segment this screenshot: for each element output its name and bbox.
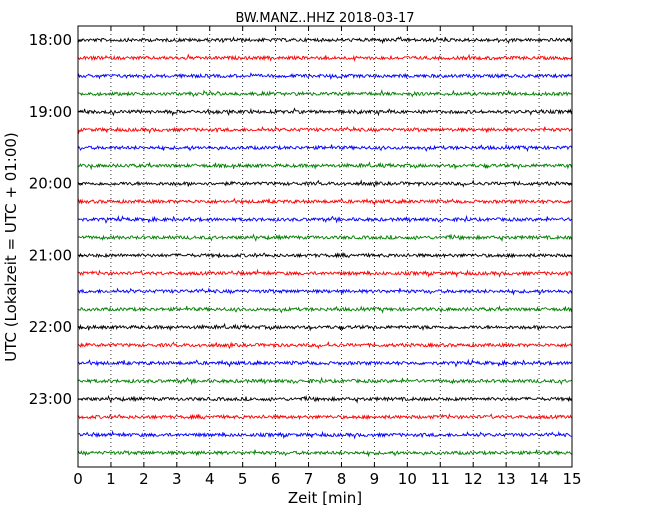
x-tick-label-1: 1 — [106, 470, 116, 488]
x-tick-label-14: 14 — [530, 470, 549, 488]
trace-1945 — [77, 161, 573, 171]
x-axis-label: Zeit [min] — [288, 489, 362, 507]
x-tick-label-5: 5 — [238, 470, 248, 488]
trace-2300 — [77, 394, 573, 404]
chart-title: BW.MANZ..HHZ 2018-03-17 — [235, 11, 415, 26]
trace-2030 — [77, 214, 573, 224]
x-tick-label-10: 10 — [398, 470, 417, 488]
trace-2345 — [77, 449, 573, 458]
trace-2115 — [77, 268, 573, 278]
trace-2100 — [77, 252, 573, 259]
x-axis-ticks: 0 1 2 3 4 5 6 7 8 9 10 11 12 13 14 15 — [73, 26, 582, 488]
y-tick-label-20:00: 20:00 — [29, 175, 72, 193]
trace-2000 — [77, 179, 573, 188]
trace-2315 — [77, 412, 573, 421]
trace-2130 — [77, 287, 573, 296]
trace-2215 — [77, 340, 573, 350]
trace-1815 — [77, 53, 573, 62]
x-tick-label-13: 13 — [497, 470, 516, 488]
x-tick-label-11: 11 — [431, 470, 450, 488]
x-tick-label-7: 7 — [304, 470, 314, 488]
x-tick-label-12: 12 — [464, 470, 483, 488]
trace-2230 — [77, 358, 573, 368]
y-tick-label-18:00: 18:00 — [29, 31, 72, 49]
trace-1915 — [77, 125, 573, 135]
x-tick-label-0: 0 — [73, 470, 83, 488]
trace-2045 — [77, 233, 573, 243]
trace-2145 — [77, 305, 573, 314]
x-tick-label-4: 4 — [205, 470, 215, 488]
x-tick-label-15: 15 — [562, 470, 581, 488]
trace-2015 — [77, 197, 573, 206]
trace-1930 — [77, 143, 573, 153]
trace-2330 — [77, 430, 573, 440]
y-axis-label: UTC (Lokalzeit = UTC + 01:00) — [2, 132, 20, 362]
y-tick-label-23:00: 23:00 — [29, 390, 72, 408]
y-tick-label-19:00: 19:00 — [29, 103, 72, 121]
x-tick-label-8: 8 — [337, 470, 347, 488]
y-tick-label-22:00: 22:00 — [29, 318, 72, 336]
seismic-traces — [77, 36, 573, 458]
trace-1800 — [77, 36, 573, 45]
trace-2200 — [77, 322, 573, 332]
trace-1900 — [77, 107, 573, 117]
grid-lines — [110, 26, 540, 467]
y-tick-label-21:00: 21:00 — [29, 246, 72, 264]
trace-2245 — [77, 376, 573, 386]
x-tick-label-2: 2 — [139, 470, 149, 488]
y-axis-ticks: 18:00 19:00 20:00 21:00 22:00 23:00 — [29, 31, 572, 408]
plot-frame — [77, 25, 573, 468]
x-tick-label-3: 3 — [172, 470, 182, 488]
x-tick-label-6: 6 — [271, 470, 281, 488]
trace-1830 — [77, 72, 573, 80]
trace-1845 — [77, 89, 573, 98]
x-tick-label-9: 9 — [370, 470, 380, 488]
